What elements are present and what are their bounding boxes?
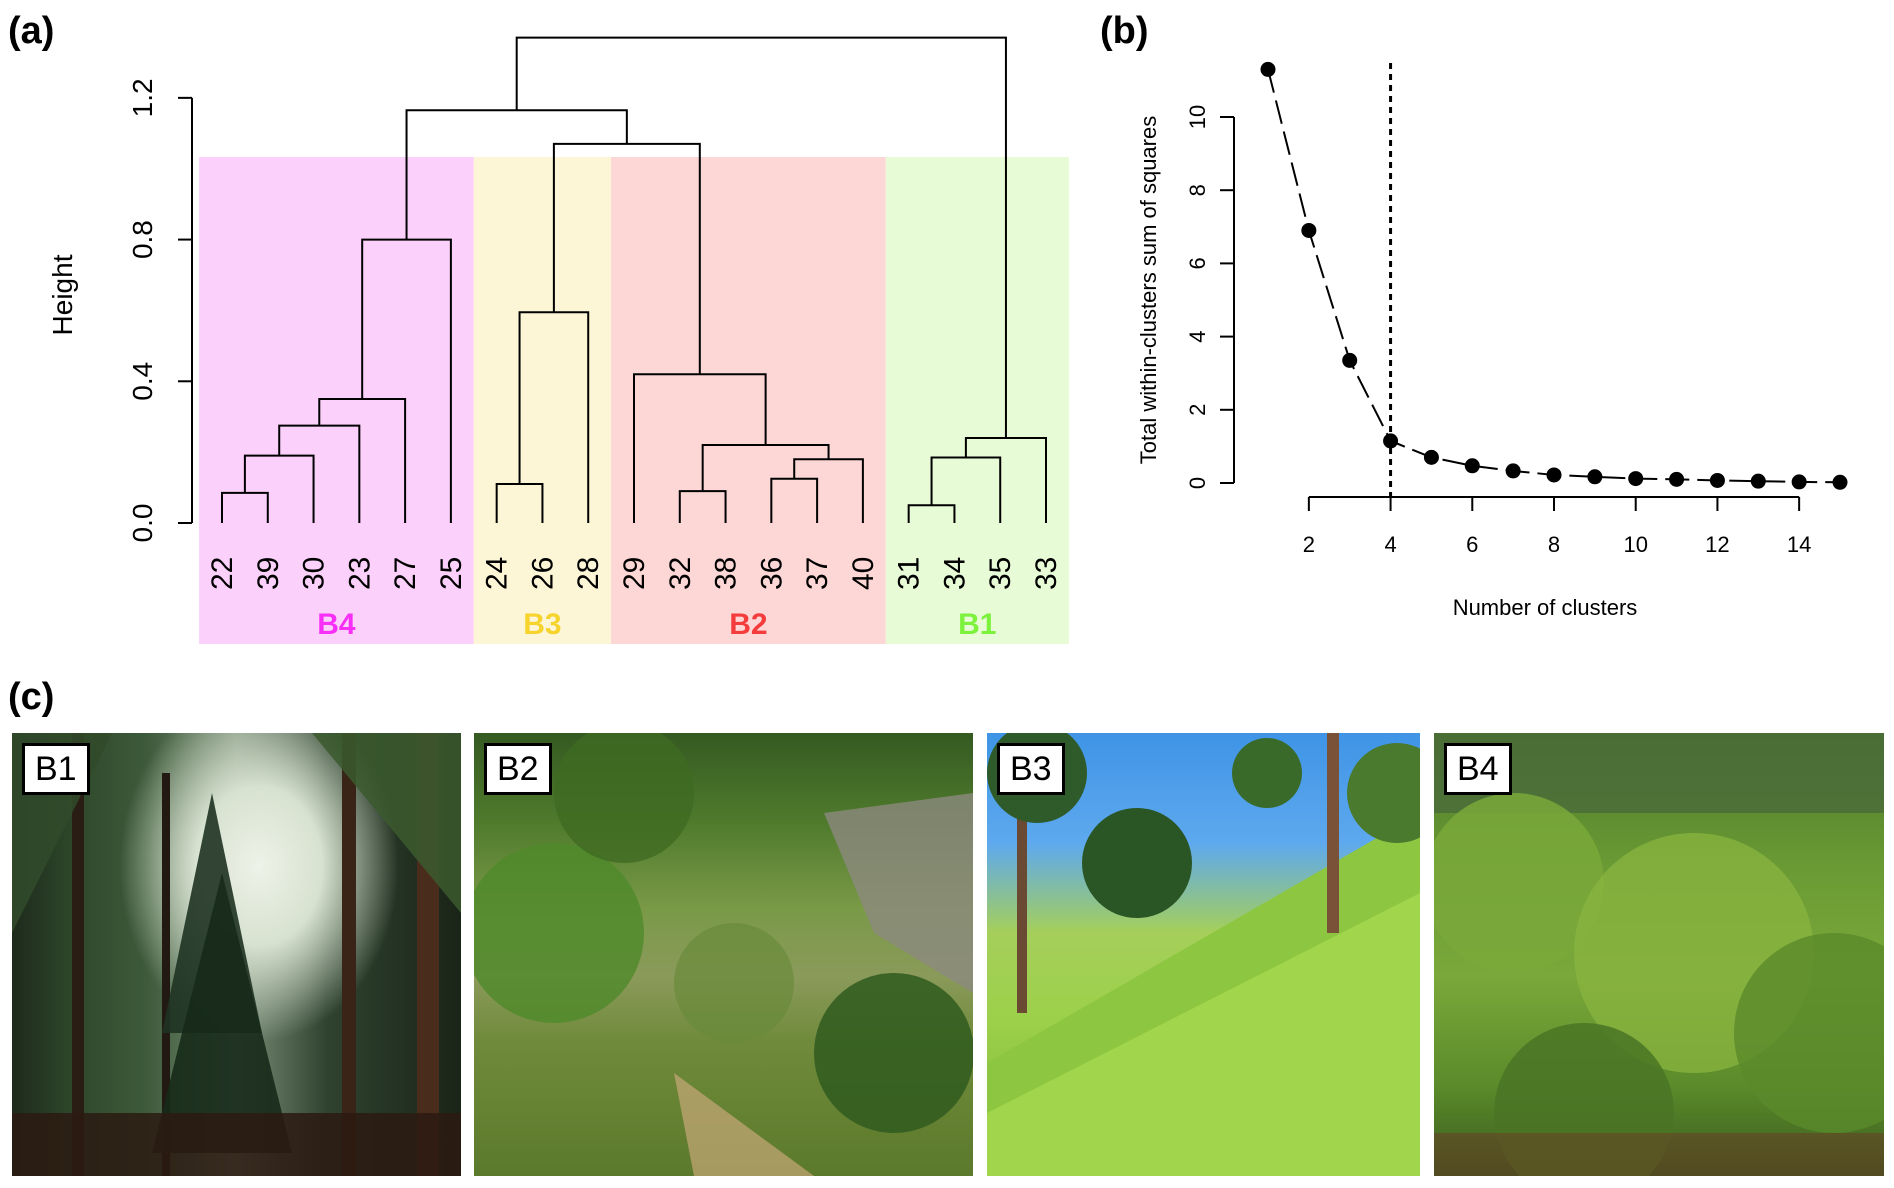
- dense-shrub-graphic: [1434, 733, 1884, 1176]
- cluster-label-b4: B4: [317, 608, 356, 641]
- elbow-point-k2: [1301, 222, 1317, 238]
- leaf-label-31: 31: [893, 557, 926, 590]
- cluster-label-b2: B2: [729, 608, 767, 641]
- dendrogram-merge-5: [495, 483, 544, 523]
- elbow-point-k5: [1423, 449, 1439, 465]
- elbow-x-tick-label: 6: [1466, 532, 1478, 557]
- elbow-x-tick-label: 10: [1623, 532, 1647, 557]
- leaf-label-23: 23: [343, 557, 376, 590]
- dendrogram-y-tick-label: 0.8: [127, 220, 158, 259]
- dendrogram-y-label: Height: [47, 254, 78, 335]
- dendrogram-merge-1: [243, 454, 315, 523]
- elbow-y-tick-label: 8: [1185, 184, 1210, 196]
- elbow-y-label: Total within-clusters sum of squares: [1136, 116, 1161, 464]
- leaf-label-22: 22: [206, 557, 239, 590]
- leaf-label-30: 30: [298, 557, 331, 590]
- cluster-label-b3: B3: [523, 608, 561, 641]
- elbow-point-k12: [1709, 472, 1725, 488]
- elbow-x-tick-label: 12: [1705, 532, 1729, 557]
- elbow-point-k8: [1546, 467, 1562, 483]
- leaf-label-26: 26: [526, 557, 559, 590]
- photo-b3: B3: [987, 733, 1420, 1176]
- photo-b2: B2: [474, 733, 973, 1176]
- photo-tag-b3: B3: [997, 743, 1065, 795]
- photo-tag-b2: B2: [484, 743, 552, 795]
- leaf-label-28: 28: [572, 557, 605, 590]
- elbow-point-k7: [1505, 463, 1521, 479]
- cluster-box-b1: [885, 157, 1069, 644]
- elbow-line: [1267, 69, 1841, 484]
- dendrogram-y-tick-label: 0.0: [127, 504, 158, 543]
- elbow-y-tick-label: 0: [1185, 477, 1210, 489]
- leaf-label-34: 34: [938, 557, 971, 590]
- cluster-box-b2: [611, 157, 886, 644]
- dendrogram-merge-9: [793, 458, 864, 523]
- elbow-y-tick-label: 6: [1185, 257, 1210, 269]
- cluster-box-b4: [199, 157, 474, 644]
- elbow-x-label: Number of clusters: [1453, 595, 1638, 620]
- elbow-y-tick-label: 2: [1185, 404, 1210, 416]
- leaf-label-32: 32: [664, 557, 697, 590]
- elbow-point-k6: [1464, 458, 1480, 474]
- photo-tag-b1: B1: [22, 743, 90, 795]
- grassland-graphic: [987, 733, 1420, 1176]
- elbow-point-k9: [1587, 469, 1603, 485]
- dendrogram-merge-0: [221, 491, 269, 523]
- leaf-label-37: 37: [801, 557, 834, 590]
- leaf-label-25: 25: [435, 557, 468, 590]
- dendrogram-y-tick-label: 1.2: [127, 78, 158, 117]
- leaf-label-27: 27: [389, 557, 422, 590]
- panel-label-b: (b): [1100, 10, 1149, 52]
- dendrogram-merge-17: [515, 36, 1007, 438]
- elbow-point-k3: [1342, 352, 1358, 368]
- leaf-label-29: 29: [618, 557, 651, 590]
- elbow-x-tick-label: 14: [1787, 532, 1811, 557]
- elbow-x-tick-label: 4: [1384, 532, 1396, 557]
- elbow-point-k10: [1628, 471, 1644, 487]
- leaf-label-35: 35: [984, 557, 1017, 590]
- elbow-point-k1: [1260, 61, 1276, 77]
- elbow-point-k15: [1832, 474, 1848, 490]
- leaf-label-38: 38: [710, 557, 743, 590]
- leaf-label-36: 36: [755, 557, 788, 590]
- elbow-y-tick-label: 4: [1185, 330, 1210, 342]
- elbow-y-tick-label: 10: [1185, 105, 1210, 129]
- elbow-point-k14: [1791, 474, 1807, 490]
- elbow-point-k13: [1750, 473, 1766, 489]
- dendrogram-y-tick-label: 0.4: [127, 362, 158, 401]
- slope-shrubs-graphic: [474, 733, 973, 1176]
- photo-b4: B4: [1434, 733, 1884, 1176]
- leaf-label-40: 40: [847, 557, 880, 590]
- elbow-x-tick-label: 2: [1303, 532, 1315, 557]
- leaf-label-39: 39: [252, 557, 285, 590]
- panel-label-c: (c): [8, 676, 55, 718]
- photo-b1: B1: [12, 733, 461, 1176]
- panel-label-a: (a): [8, 10, 55, 52]
- elbow-point-k4: [1383, 433, 1399, 449]
- photo-tag-b4: B4: [1444, 743, 1512, 795]
- elbow-x-tick-label: 8: [1548, 532, 1560, 557]
- dendrogram-merge-14: [907, 504, 956, 523]
- leaf-label-33: 33: [1030, 557, 1063, 590]
- forest-trees-graphic: [12, 733, 461, 1176]
- cluster-label-b1: B1: [958, 608, 996, 641]
- elbow-point-k11: [1669, 471, 1685, 487]
- leaf-label-24: 24: [481, 557, 514, 590]
